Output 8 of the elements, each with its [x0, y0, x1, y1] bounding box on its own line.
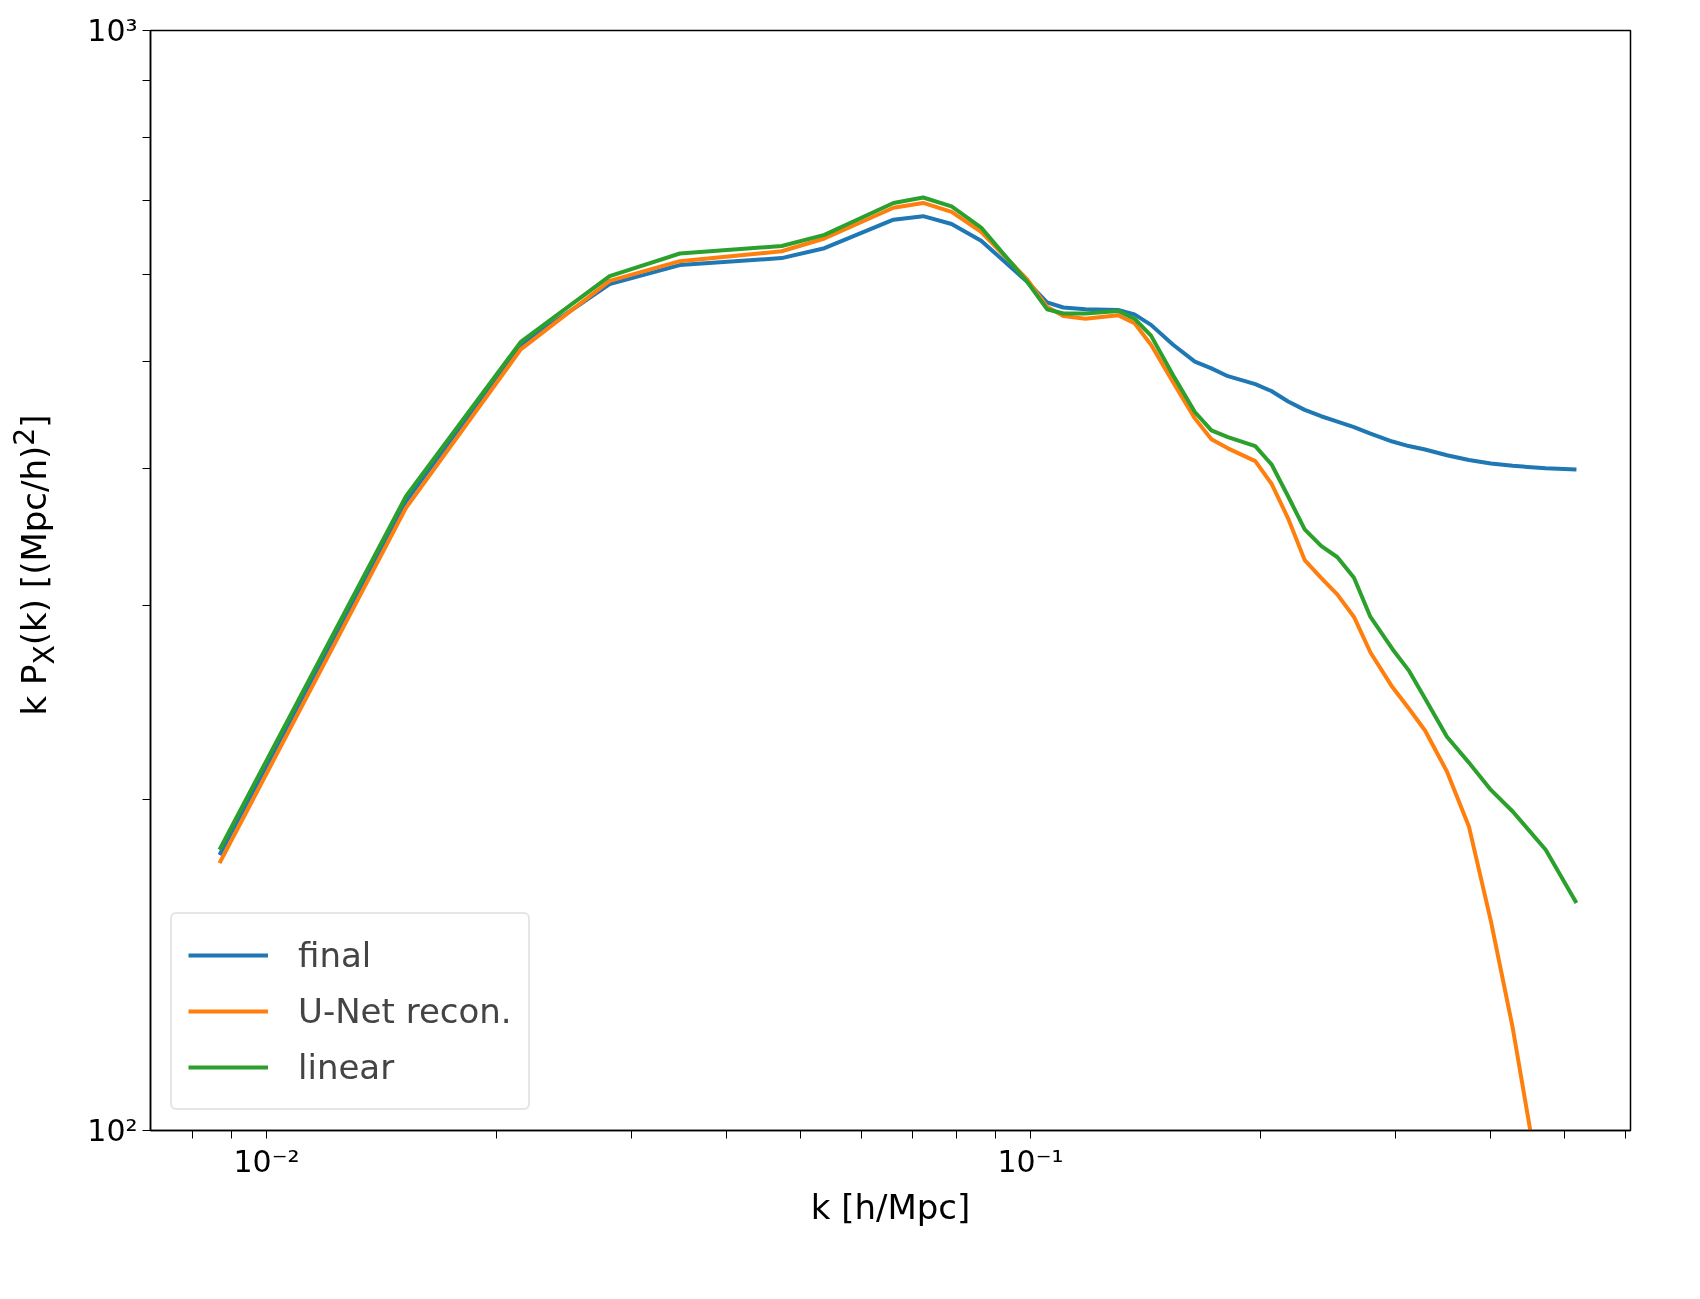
legend-label: linear	[298, 1046, 395, 1089]
legend-label: final	[298, 934, 372, 977]
x-axis-title: k [h/Mpc]	[810, 1186, 971, 1227]
x-tick-label: 10⁻¹	[997, 1143, 1064, 1179]
x-tick-label: 10⁻²	[233, 1143, 300, 1179]
y-tick-label: 10³	[87, 13, 138, 48]
legend-label: U-Net recon.	[298, 990, 512, 1033]
y-tick-label: 10²	[87, 1113, 138, 1148]
